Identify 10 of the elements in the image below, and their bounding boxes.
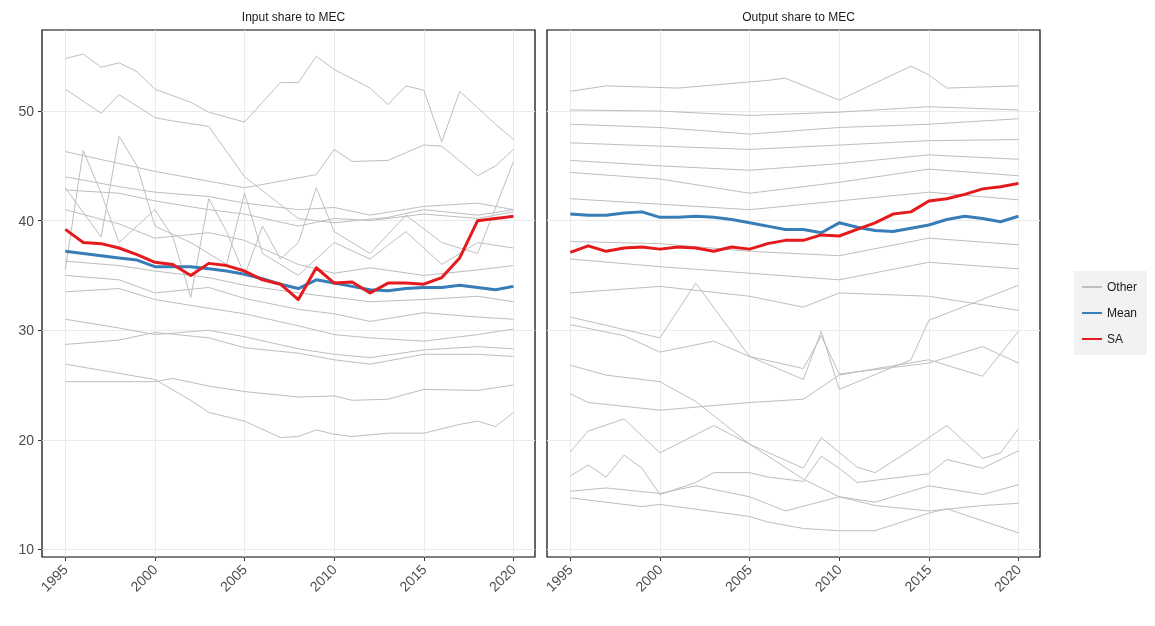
legend-label: SA bbox=[1106, 332, 1123, 346]
chart-title: Output share to MEC bbox=[742, 10, 856, 24]
chart-title: Input share to MEC bbox=[241, 10, 346, 24]
y-tick-label: 10 bbox=[18, 541, 35, 558]
y-tick-label: 20 bbox=[18, 431, 35, 448]
legend-label: Other bbox=[1106, 280, 1137, 294]
y-tick-label: 30 bbox=[18, 322, 35, 339]
y-tick-label: 40 bbox=[18, 212, 35, 229]
y-tick-label: 50 bbox=[18, 103, 35, 120]
legend-label: Mean bbox=[1106, 306, 1138, 320]
